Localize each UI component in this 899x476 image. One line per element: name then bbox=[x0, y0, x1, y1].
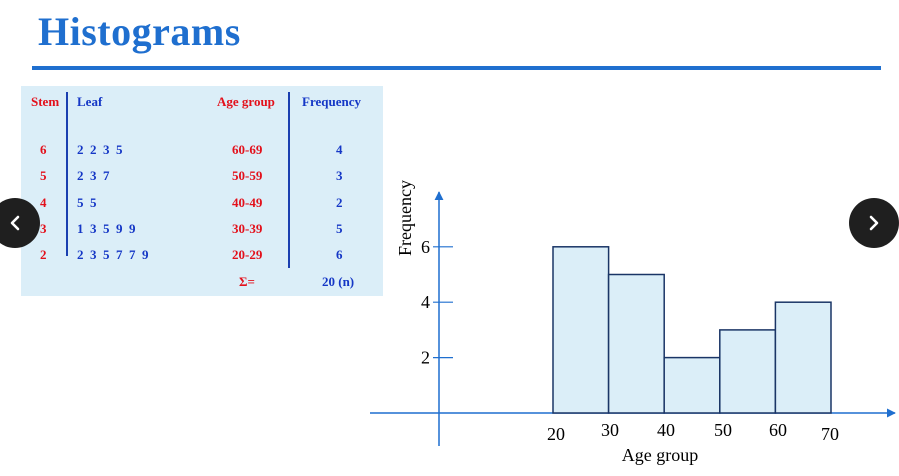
frequency-value: 3 bbox=[336, 168, 343, 183]
y-tick-label: 4 bbox=[421, 292, 430, 312]
next-slide-button[interactable] bbox=[849, 198, 899, 248]
stem-value: 5 bbox=[40, 168, 47, 183]
leaf-values: 1 3 5 9 9 bbox=[77, 221, 136, 236]
stem-value: 4 bbox=[40, 195, 47, 210]
leaf-values: 5 5 bbox=[77, 195, 97, 210]
histogram-chart: Frequency Age group 2 4 6 20 30 40 50 60 70 bbox=[370, 180, 896, 465]
leaf-header: Leaf bbox=[77, 94, 103, 109]
leaf-values: 2 3 7 bbox=[77, 168, 110, 183]
frequency-value: 2 bbox=[336, 195, 343, 210]
chevron-left-icon bbox=[10, 215, 20, 231]
x-tick-label: 30 bbox=[601, 420, 619, 440]
previous-slide-button[interactable] bbox=[0, 198, 40, 248]
frequency-divider bbox=[288, 92, 290, 268]
x-tick-label: 70 bbox=[821, 424, 839, 444]
frequency-value: 5 bbox=[336, 221, 343, 236]
frequency-header: Frequency bbox=[302, 94, 361, 109]
leaf-values: 2 2 3 5 bbox=[77, 142, 123, 157]
x-tick-label: 50 bbox=[714, 420, 732, 440]
stem-leaf-table: Stem Leaf Age group Frequency 6 2 2 3 5 … bbox=[21, 86, 383, 296]
stem-header: Stem bbox=[31, 94, 60, 109]
x-axis-label: Age group bbox=[622, 445, 698, 465]
histogram-bar bbox=[607, 273, 665, 414]
age-group-value: 50-59 bbox=[232, 168, 263, 183]
stem-leaf-divider bbox=[66, 92, 68, 256]
x-tick-label: 20 bbox=[547, 424, 565, 444]
leaf-values: 2 3 5 7 7 9 bbox=[77, 247, 149, 262]
histogram-bar bbox=[774, 301, 832, 414]
age-group-value: 40-49 bbox=[232, 195, 263, 210]
stem-value: 3 bbox=[40, 221, 47, 236]
y-tick-label: 6 bbox=[421, 237, 430, 257]
age-group-value: 60-69 bbox=[232, 142, 263, 157]
frequency-value: 4 bbox=[336, 142, 343, 157]
x-tick-label: 60 bbox=[769, 420, 787, 440]
histogram-bar bbox=[552, 246, 610, 414]
age-group-header: Age group bbox=[217, 94, 275, 109]
frequency-value: 6 bbox=[336, 247, 343, 262]
histogram-bar bbox=[663, 356, 721, 414]
histogram-bar bbox=[719, 329, 777, 414]
x-tick-label: 40 bbox=[657, 420, 675, 440]
stem-value: 6 bbox=[40, 142, 47, 157]
age-group-value: 20-29 bbox=[232, 247, 263, 262]
title-underline bbox=[32, 66, 881, 70]
page-title: Histograms bbox=[38, 9, 241, 54]
age-group-value: 30-39 bbox=[232, 221, 263, 236]
sum-value: 20 (n) bbox=[322, 274, 355, 289]
y-axis-label: Frequency bbox=[395, 180, 415, 256]
chevron-right-icon bbox=[869, 215, 879, 231]
stem-value: 2 bbox=[40, 247, 47, 262]
sum-label: Σ= bbox=[239, 274, 255, 289]
y-tick-label: 2 bbox=[421, 348, 430, 368]
